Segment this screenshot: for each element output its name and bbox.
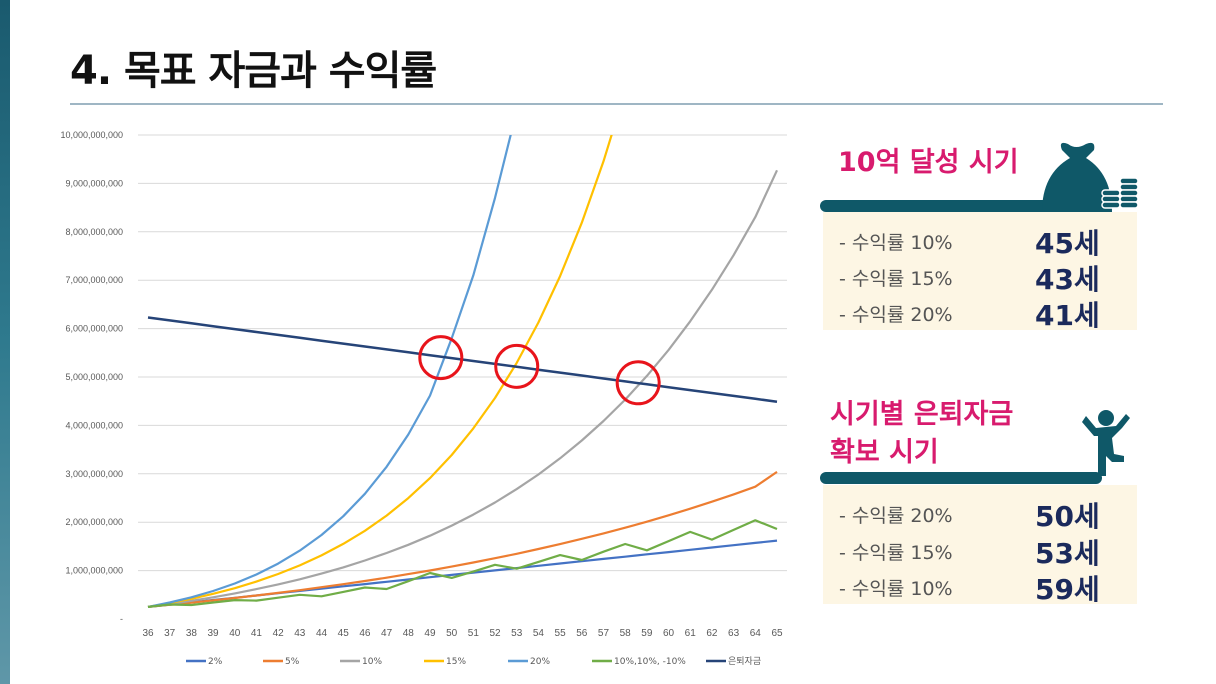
- x-tick-label: 59: [641, 628, 653, 639]
- y-tick-label: 2,000,000,000: [65, 517, 123, 527]
- x-tick-label: 53: [511, 628, 523, 639]
- x-tick-label: 57: [598, 628, 610, 639]
- x-tick-label: 54: [533, 628, 545, 639]
- x-tick-label: 38: [186, 628, 198, 639]
- reach-row: - 수익률 15% 43세: [839, 258, 1139, 296]
- x-tick-label: 48: [403, 628, 415, 639]
- x-tick-label: 41: [251, 628, 263, 639]
- title-divider: [70, 103, 1163, 105]
- series-line: [147, 470, 778, 608]
- retire-row-value: 50세: [1035, 500, 1100, 533]
- slide-edge-accent: [0, 0, 10, 684]
- reach-row: - 수익률 20% 41세: [839, 294, 1139, 332]
- reach-row-label: - 수익률 20%: [839, 304, 953, 326]
- reach-row-label: - 수익률 15%: [839, 268, 953, 290]
- reach-row-label: - 수익률 10%: [839, 232, 953, 254]
- x-tick-label: 62: [706, 628, 718, 639]
- reach-panel-bar: [820, 200, 1060, 212]
- series-group: [147, 135, 778, 608]
- x-tick-label: 55: [555, 628, 567, 639]
- retire-row: - 수익률 20% 50세: [839, 495, 1139, 533]
- x-tick-label: 46: [359, 628, 371, 639]
- line-chart: - 1,000,000,000 2,000,000,000 3,000,000,000…: [60, 130, 787, 667]
- x-tick-label: 39: [208, 628, 220, 639]
- y-tick-label: 9,000,000,000: [65, 178, 123, 188]
- y-tick-label: 6,000,000,000: [65, 324, 123, 334]
- retire-panel-box: - 수익률 20% 50세 - 수익률 15% 53세 - 수익률 10% 59…: [823, 485, 1139, 606]
- x-tick-label: 52: [489, 628, 501, 639]
- legend-label: 10%: [362, 657, 382, 667]
- retire-row-value: 53세: [1035, 537, 1100, 570]
- reach-row-value: 45세: [1035, 227, 1100, 260]
- x-tick-label: 51: [468, 628, 480, 639]
- x-tick-label: 61: [685, 628, 697, 639]
- legend-label: 10%,10%, -10%: [614, 657, 686, 667]
- retire-row-label: - 수익률 10%: [839, 578, 953, 600]
- y-tick-label: -: [120, 614, 123, 624]
- x-tick-label: 58: [620, 628, 632, 639]
- series-line: [147, 169, 778, 608]
- reach-panel-title: 10억 달성 시기: [838, 147, 1019, 178]
- y-tick-label: 7,000,000,000: [65, 275, 123, 285]
- legend-label: 은퇴자금: [728, 656, 761, 667]
- slide-title: 4. 목표 자금과 수익률: [70, 48, 437, 94]
- x-tick-label: 65: [771, 628, 783, 639]
- y-tick-label: 4,000,000,000: [65, 420, 123, 430]
- y-tick-label: 10,000,000,000: [60, 130, 123, 140]
- x-tick-label: 56: [576, 628, 588, 639]
- reach-panel-box: - 수익률 10% 45세 - 수익률 15% 43세 - 수익률 20% 41…: [823, 212, 1139, 332]
- x-tick-label: 50: [446, 628, 458, 639]
- cheering-person-icon: [1082, 410, 1130, 476]
- retire-row: - 수익률 10% 59세: [839, 568, 1139, 606]
- x-tick-label: 43: [294, 628, 306, 639]
- x-tick-label: 37: [164, 628, 176, 639]
- x-tick-label: 60: [663, 628, 675, 639]
- legend-label: 5%: [285, 657, 300, 667]
- money-bag-icon: [1042, 142, 1139, 212]
- retire-panel-title-line1: 시기별 은퇴자금: [830, 399, 1014, 430]
- y-tick-label: 3,000,000,000: [65, 469, 123, 479]
- x-tick-label: 64: [750, 628, 762, 639]
- x-tick-label: 40: [229, 628, 241, 639]
- retire-row-label: - 수익률 20%: [839, 505, 953, 527]
- legend-label: 2%: [208, 657, 223, 667]
- x-tick-label: 44: [316, 628, 328, 639]
- legend-label: 15%: [446, 657, 466, 667]
- x-tick-label: 45: [338, 628, 350, 639]
- retire-panel-bar: [820, 472, 1102, 484]
- retire-row-label: - 수익률 15%: [839, 542, 953, 564]
- highlight-circle: [494, 343, 540, 389]
- retire-row: - 수익률 15% 53세: [839, 532, 1139, 570]
- x-tick-label: 36: [142, 628, 154, 639]
- y-tick-label: 5,000,000,000: [65, 372, 123, 382]
- reach-row-value: 43세: [1035, 263, 1100, 296]
- reach-row-value: 41세: [1035, 299, 1100, 332]
- legend-label: 20%: [530, 657, 550, 667]
- highlight-circle: [418, 335, 464, 381]
- x-tick-label: 49: [424, 628, 436, 639]
- y-tick-label: 1,000,000,000: [65, 566, 123, 576]
- x-tick-label: 42: [273, 628, 285, 639]
- series-line: [147, 135, 613, 608]
- series-line: [147, 135, 512, 608]
- y-tick-label: 8,000,000,000: [65, 227, 123, 237]
- series-line: [147, 519, 778, 608]
- retire-row-value: 59세: [1035, 573, 1100, 606]
- highlight-circle: [615, 360, 661, 406]
- retire-panel-title-line2: 확보 시기: [830, 437, 939, 468]
- reach-row: - 수익률 10% 45세: [839, 222, 1139, 260]
- x-tick-label: 47: [381, 628, 393, 639]
- x-tick-label: 63: [728, 628, 740, 639]
